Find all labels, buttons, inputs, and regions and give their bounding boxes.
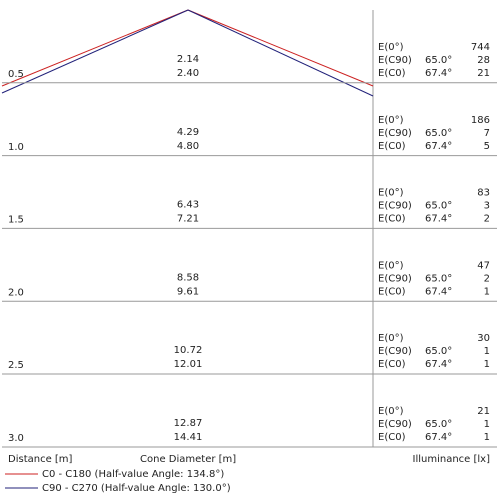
illuminance-label: E(C0) xyxy=(378,359,406,370)
illuminance-label: E(C0) xyxy=(378,286,406,297)
illuminance-label: E(C90) xyxy=(378,273,412,284)
illuminance-value: 2 xyxy=(484,273,490,284)
illuminance-value: 30 xyxy=(477,333,490,344)
illuminance-label: E(0°) xyxy=(378,42,404,53)
illuminance-value: 744 xyxy=(471,42,490,53)
illuminance-value: 1 xyxy=(484,346,490,357)
angle: 67.4° xyxy=(425,432,452,443)
distance: 2.0 xyxy=(8,287,24,298)
illuminance-label: E(0°) xyxy=(378,115,404,126)
angle: 65.0° xyxy=(425,55,452,66)
diameter-c90: 9.61 xyxy=(177,286,199,297)
angle: 67.4° xyxy=(425,68,452,79)
illuminance-value: 1 xyxy=(484,432,490,443)
cone-c0 xyxy=(1,9,189,87)
illuminance-label: E(C90) xyxy=(378,201,412,212)
angle: 65.0° xyxy=(425,273,452,284)
illuminance-label: E(C0) xyxy=(378,68,406,79)
distance: 0.5 xyxy=(8,69,24,80)
diameter-c0: 2.14 xyxy=(177,54,199,65)
illuminance-label: E(0°) xyxy=(378,333,404,344)
illuminance-value: 3 xyxy=(484,201,490,212)
footer-illuminance: Illuminance [lx] xyxy=(413,454,491,465)
illuminance-label: E(0°) xyxy=(378,188,404,199)
distance: 1.5 xyxy=(8,215,24,226)
illuminance-value: 7 xyxy=(484,128,490,139)
legend-label: C90 - C270 (Half-value Angle: 130.0°) xyxy=(42,483,231,494)
illuminance-label: E(0°) xyxy=(378,260,404,271)
illuminance-label: E(C0) xyxy=(378,214,406,225)
illuminance-value: 21 xyxy=(477,406,490,417)
illuminance-value: 2 xyxy=(484,214,490,225)
footer-diameter: Cone Diameter [m] xyxy=(140,454,236,465)
cone-c90 xyxy=(1,9,189,94)
angle: 67.4° xyxy=(425,141,452,152)
diameter-c90: 7.21 xyxy=(177,214,199,225)
cone-c0 xyxy=(187,9,374,87)
illuminance-label: E(C90) xyxy=(378,128,412,139)
diameter-c0: 10.72 xyxy=(174,345,203,356)
illuminance-label: E(C90) xyxy=(378,55,412,66)
diameter-c0: 12.87 xyxy=(174,418,203,429)
angle: 65.0° xyxy=(425,346,452,357)
distance: 3.0 xyxy=(8,433,24,444)
legend-label: C0 - C180 (Half-value Angle: 134.8°) xyxy=(42,469,224,480)
distance: 1.0 xyxy=(8,142,24,153)
illuminance-value: 28 xyxy=(477,55,490,66)
illuminance-label: E(C90) xyxy=(378,419,412,430)
diameter-c0: 4.29 xyxy=(177,127,199,138)
angle: 67.4° xyxy=(425,286,452,297)
diameter-c90: 4.80 xyxy=(177,141,199,152)
illuminance-label: E(0°) xyxy=(378,406,404,417)
footer-distance: Distance [m] xyxy=(8,454,73,465)
angle: 65.0° xyxy=(425,419,452,430)
diameter-c0: 6.43 xyxy=(177,200,199,211)
illuminance-value: 83 xyxy=(477,188,490,199)
cone-c90 xyxy=(187,9,374,97)
illuminance-label: E(C90) xyxy=(378,346,412,357)
diameter-c0: 8.58 xyxy=(177,272,199,283)
illuminance-label: E(C0) xyxy=(378,432,406,443)
illuminance-value: 5 xyxy=(484,141,490,152)
diameter-c90: 14.41 xyxy=(174,432,203,443)
diameter-c90: 12.01 xyxy=(174,359,203,370)
illuminance-value: 1 xyxy=(484,359,490,370)
illuminance-label: E(C0) xyxy=(378,141,406,152)
angle: 67.4° xyxy=(425,214,452,225)
distance: 2.5 xyxy=(8,360,24,371)
illuminance-value: 47 xyxy=(477,260,490,271)
illuminance-value: 186 xyxy=(471,115,490,126)
angle: 67.4° xyxy=(425,359,452,370)
angle: 65.0° xyxy=(425,201,452,212)
illuminance-value: 1 xyxy=(484,419,490,430)
angle: 65.0° xyxy=(425,128,452,139)
diameter-c90: 2.40 xyxy=(177,68,199,79)
illuminance-value: 1 xyxy=(484,286,490,297)
illuminance-value: 21 xyxy=(477,68,490,79)
